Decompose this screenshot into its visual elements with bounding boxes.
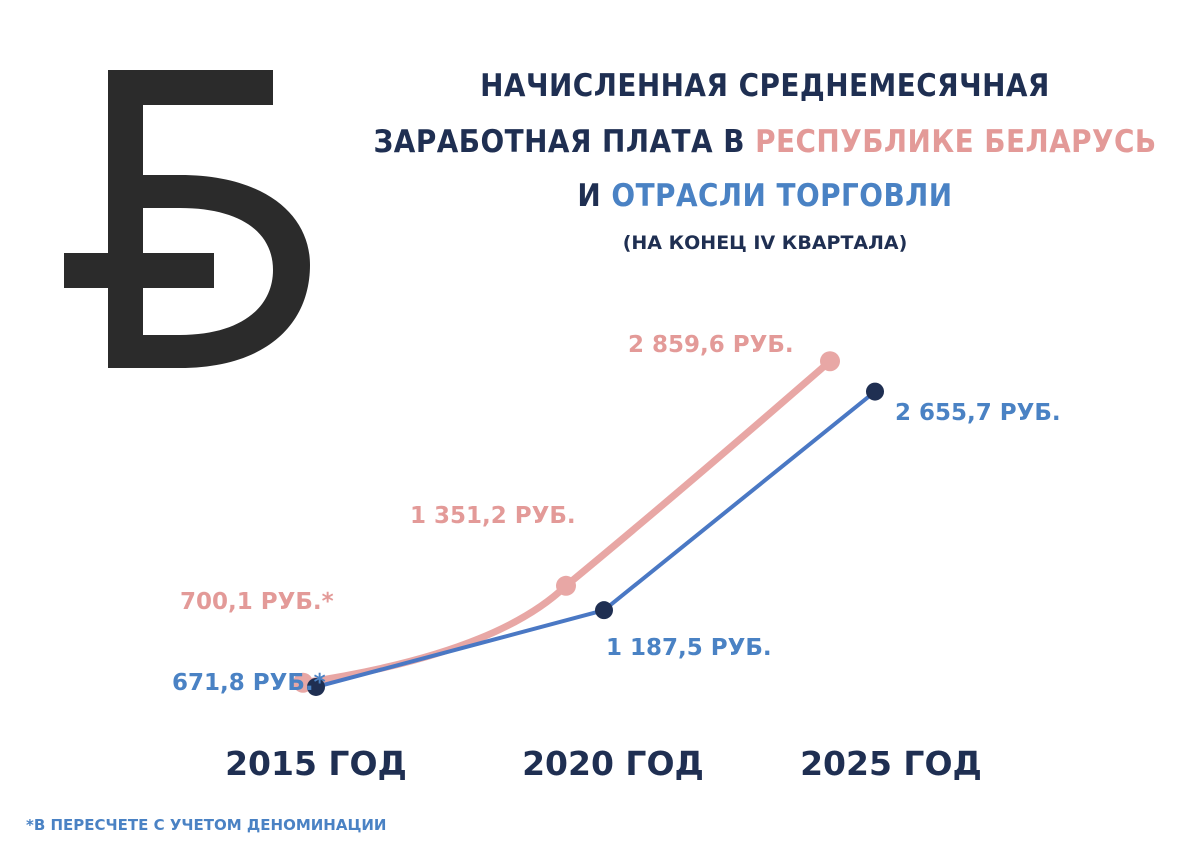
title-text: И	[577, 178, 612, 214]
x-tick-label-2: 2025 ГОД	[800, 744, 982, 783]
data-point-s1-0	[307, 677, 325, 696]
data-label-s0-1: 1 351,2 РУБ.	[410, 503, 576, 529]
data-point-s0-1	[556, 575, 576, 596]
series-line-1	[314, 389, 877, 689]
chart-title-line-1: НАЧИСЛЕННАЯ СРЕДНЕМЕСЯЧНАЯ	[480, 68, 1050, 104]
chart-title-line-3: И ОТРАСЛИ ТОРГОВЛИ	[374, 178, 1157, 214]
data-label-s0-2: 2 859,6 РУБ.	[628, 332, 794, 358]
x-tick-label-0: 2015 ГОД	[225, 744, 407, 783]
data-label-s1-1: 1 187,5 РУБ.	[606, 635, 772, 661]
title-highlight-belarus: РЕСПУБЛИКЕ БЕЛАРУСЬ	[755, 124, 1157, 160]
data-label-s1-2: 2 655,7 РУБ.	[895, 400, 1061, 426]
data-label-s0-0: 700,1 РУБ.*	[180, 589, 334, 615]
belarusian-ruble-sign-icon	[64, 70, 310, 368]
data-point-s0-2	[820, 351, 840, 372]
data-point-s1-1	[595, 601, 613, 620]
title-text: ЗАРАБОТНАЯ ПЛАТА В	[373, 124, 756, 160]
footnote: *В ПЕРЕСЧЕТЕ С УЧЕТОМ ДЕНОМИНАЦИИ	[26, 816, 387, 834]
title-highlight-trade: ОТРАСЛИ ТОРГОВЛИ	[611, 178, 953, 214]
data-label-s1-0: 671,8 РУБ.*	[172, 670, 326, 696]
x-tick-label-1: 2020 ГОД	[522, 744, 704, 783]
data-point-s1-2	[866, 382, 884, 401]
chart-title-line-2: ЗАРАБОТНАЯ ПЛАТА В РЕСПУБЛИКЕ БЕЛАРУСЬ	[374, 124, 1157, 160]
chart-subtitle: (НА КОНЕЦ IV КВАРТАЛА)	[622, 232, 908, 254]
